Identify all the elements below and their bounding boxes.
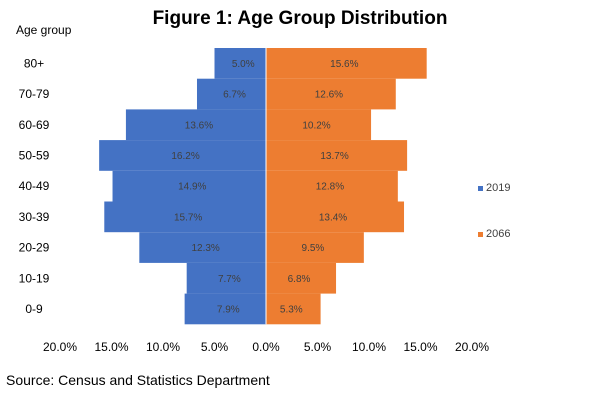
bar-labels-group: 7.9% 5.3% 7.7% 6.8% 12.3% 9.5% 15.7% 13.4% 14.9%…: [171, 59, 358, 316]
bar-2066-20-29: [266, 232, 364, 263]
category-label: 70-79: [19, 87, 50, 101]
data-label-2066-50-59: 13.7%: [320, 151, 348, 162]
chart-title: Figure 1: Age Group Distribution: [152, 8, 448, 29]
data-label-2066-10-19: 6.8%: [288, 274, 311, 285]
data-label-2066-40-49: 12.8%: [316, 182, 344, 193]
data-label-2066-60-69: 10.2%: [302, 120, 330, 131]
bar-2066-50-59: [266, 140, 408, 171]
legend-label-2019: 2019: [486, 182, 511, 194]
legend-item-2066: 2066: [478, 228, 510, 240]
bar-2066-40-49: [266, 170, 398, 202]
category-label: 40-49: [19, 179, 50, 193]
x-tick-labels-group: 20.0% 15.0% 10.0% 5.0% 0.0% 5.0% 10.0% 15.0% 20.…: [43, 340, 489, 354]
x-tick-label: 15.0%: [403, 340, 437, 354]
bar-2019-40-49: [112, 170, 266, 202]
bars-group: [99, 48, 427, 325]
category-label: 80+: [24, 56, 44, 70]
category-label: 60-69: [19, 118, 50, 132]
bar-2066-60-69: [266, 109, 372, 141]
y-axis-label: Age group: [16, 23, 72, 37]
x-tick-label: 15.0%: [94, 340, 128, 354]
data-label-2019-50-59: 16.2%: [171, 151, 199, 162]
bar-2019-10-19: [186, 262, 266, 294]
category-label: 50-59: [19, 148, 50, 162]
data-label-2066-80+: 15.6%: [330, 59, 358, 70]
bar-2066-0-9: [266, 293, 321, 325]
bar-2019-0-9: [184, 293, 266, 325]
bar-2019-50-59: [99, 140, 266, 171]
bar-2019-60-69: [125, 109, 266, 141]
legend-item-2019: 2019: [478, 182, 510, 194]
data-label-2019-70-79: 6.7%: [223, 90, 246, 101]
bar-2019-20-29: [139, 232, 266, 263]
bar-2019-80+: [214, 48, 266, 79]
data-label-2066-0-9: 5.3%: [280, 304, 303, 315]
data-label-2066-70-79: 12.6%: [315, 90, 343, 101]
bar-2019-30-39: [104, 201, 266, 233]
category-label: 20-29: [19, 241, 50, 255]
data-label-2019-0-9: 7.9%: [217, 304, 240, 315]
bar-2066-30-39: [266, 201, 405, 233]
data-label-2019-80+: 5.0%: [232, 59, 255, 70]
bar-2066-70-79: [266, 78, 396, 110]
legend-swatch-2066: [478, 231, 483, 237]
x-tick-label: 10.0%: [352, 340, 386, 354]
x-tick-label: 10.0%: [146, 340, 180, 354]
x-tick-label: 0.0%: [252, 340, 280, 354]
x-tick-label: 5.0%: [201, 340, 229, 354]
x-tick-label: 20.0%: [455, 340, 489, 354]
data-label-2019-20-29: 12.3%: [191, 243, 219, 254]
data-label-2019-30-39: 15.7%: [174, 212, 202, 223]
bar-2066-80+: [266, 48, 427, 79]
data-label-2066-30-39: 13.4%: [319, 212, 347, 223]
data-label-2019-40-49: 14.9%: [178, 182, 206, 193]
source-note: Source: Census and Statistics Department: [6, 372, 270, 388]
bar-2019-70-79: [196, 78, 266, 110]
x-tick-label: 20.0%: [43, 340, 77, 354]
bar-2066-10-19: [266, 262, 337, 294]
category-labels-group: 0-9 10-19 20-29 30-39 40-49 50-59 60-69 70-79 80…: [19, 56, 50, 316]
x-tick-label: 5.0%: [304, 340, 332, 354]
data-label-2066-20-29: 9.5%: [302, 243, 325, 254]
data-label-2019-10-19: 7.7%: [218, 274, 241, 285]
data-label-2019-60-69: 13.6%: [185, 120, 213, 131]
category-label: 0-9: [25, 302, 43, 316]
category-label: 30-39: [19, 210, 50, 224]
legend-swatch-2019: [478, 185, 483, 191]
legend-label-2066: 2066: [486, 228, 511, 240]
category-label: 10-19: [19, 271, 50, 285]
